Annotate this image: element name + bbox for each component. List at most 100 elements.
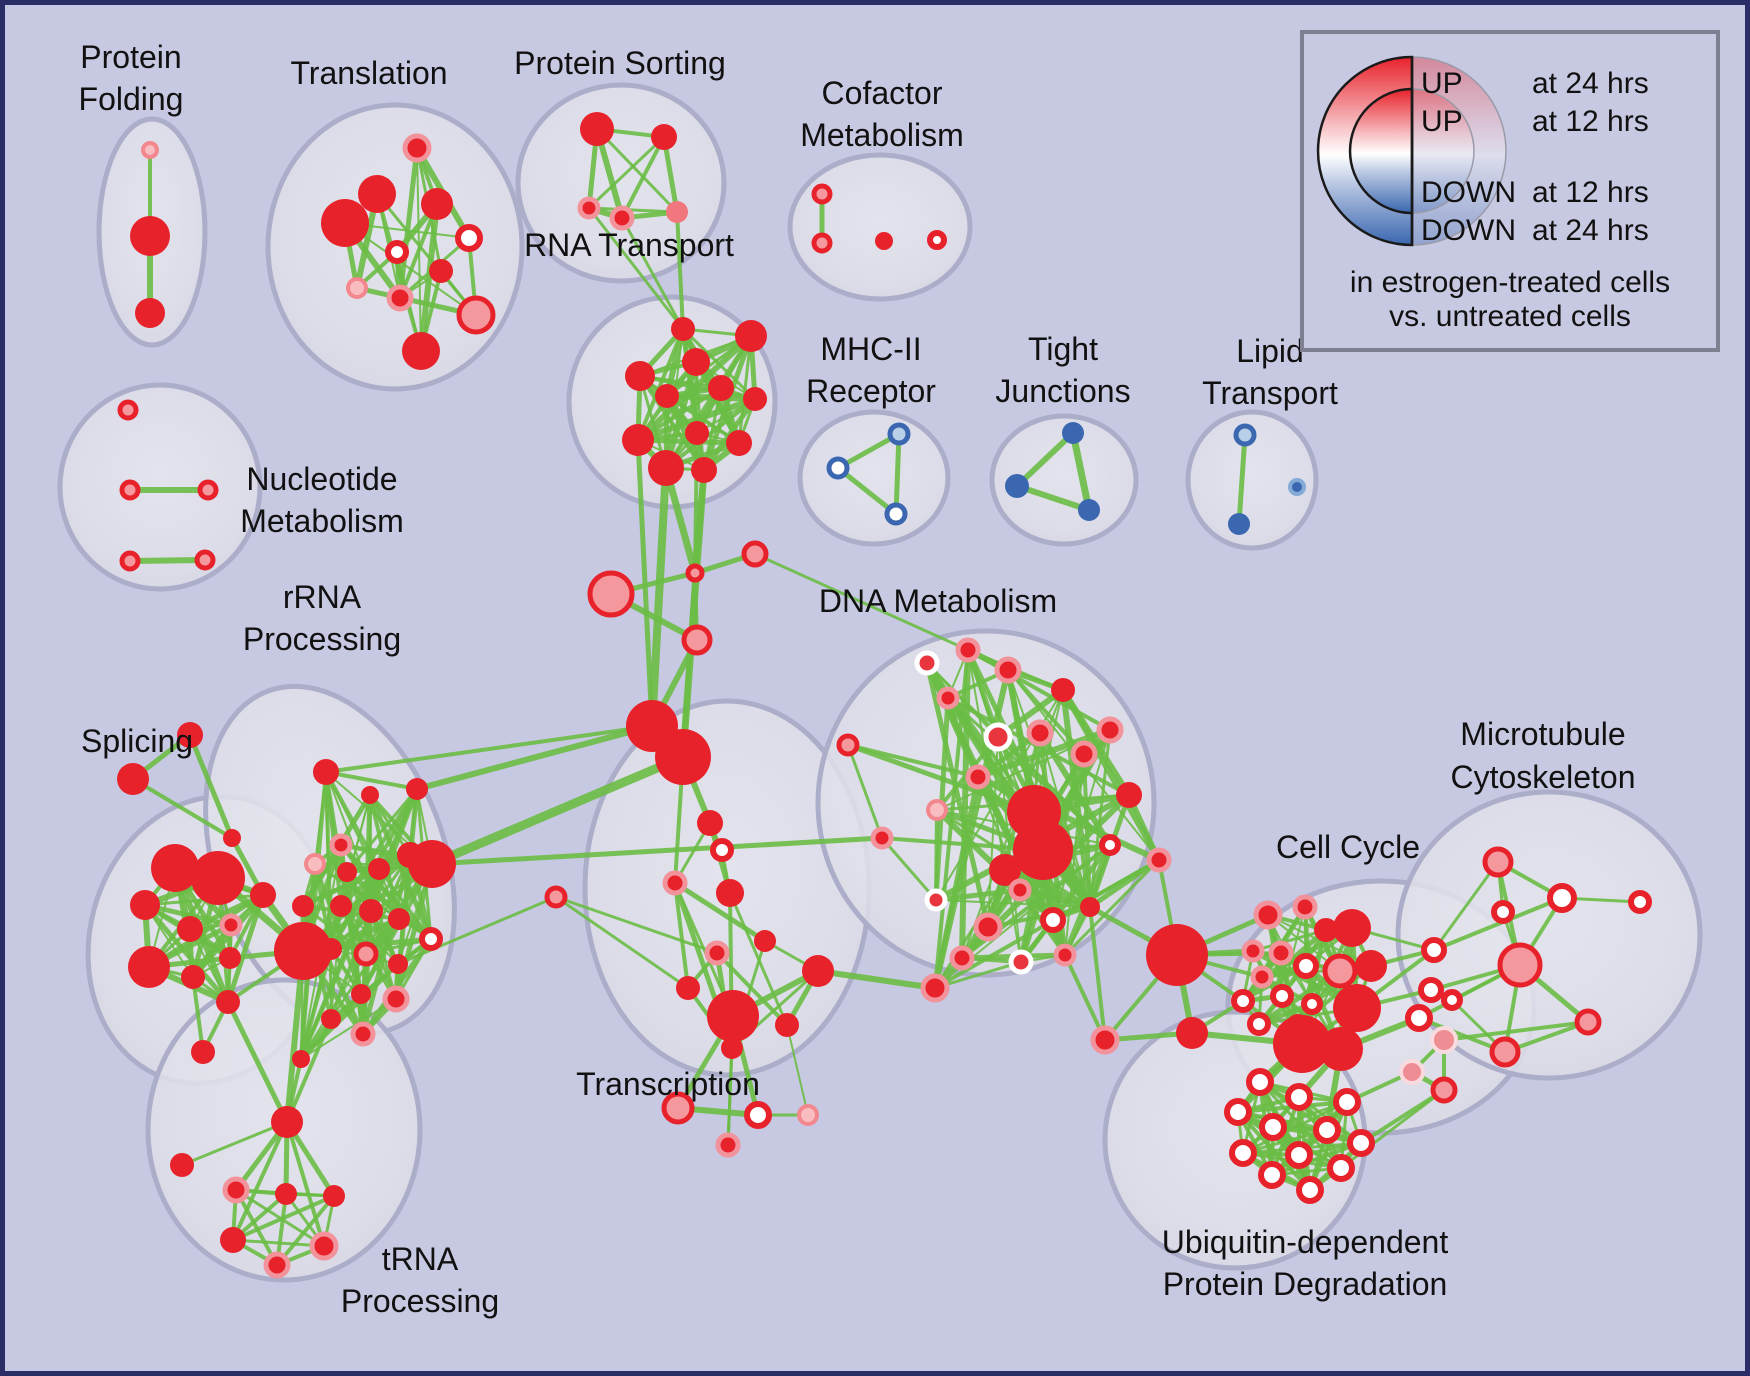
node-c17	[1421, 937, 1447, 963]
edge-connector	[554, 895, 719, 955]
node-r19	[351, 984, 371, 1004]
edge-dna-metabolism	[1063, 953, 1107, 1042]
edge-dna-metabolism	[846, 743, 884, 840]
edge-connector	[815, 968, 938, 991]
node-c19	[1405, 1004, 1433, 1032]
legend-box	[1300, 30, 1720, 352]
node-spt2	[117, 763, 149, 795]
node-trh6	[263, 1251, 291, 1279]
edge-trna-processing	[231, 1238, 326, 1248]
node-d17	[949, 945, 975, 971]
legend-direction-0: UP	[1421, 67, 1463, 100]
edge-splicing	[147, 893, 265, 969]
node-r9	[408, 840, 456, 888]
cluster-ellipse-lipid-transport	[1185, 409, 1319, 551]
node-nm4	[119, 550, 141, 572]
edge-mhc-ii-receptor	[893, 431, 902, 517]
node-spt1	[177, 722, 203, 748]
node-d19	[1053, 943, 1077, 967]
node-d22	[914, 650, 940, 676]
node-cn1	[685, 563, 705, 583]
node-m5	[1441, 989, 1463, 1011]
node-t9	[386, 284, 414, 312]
edge-connector	[554, 895, 690, 990]
edge-connector	[285, 1017, 333, 1124]
cluster-label-trna-processing-line0: tRNA	[382, 1241, 459, 1277]
cluster-label-rna-transport-line0: RNA Transport	[524, 227, 734, 263]
node-c22	[1430, 1076, 1458, 1104]
node-t2	[358, 175, 396, 213]
node-rt2	[735, 320, 767, 352]
edge-dna-metabolism	[846, 743, 980, 779]
edge-dna-metabolism	[935, 899, 1091, 908]
node-cm4	[927, 230, 947, 250]
node-rt1	[671, 317, 695, 341]
node-u3	[1333, 1088, 1361, 1116]
edge-trna-processing	[231, 1120, 289, 1242]
node-lt2	[1228, 513, 1250, 535]
node-r12	[359, 899, 383, 923]
cluster-label-nucleotide-metabolism-line0: Nucleotide	[246, 461, 397, 497]
cluster-label-microtubule-cytoskeleton-line1: Cytoskeleton	[1451, 759, 1636, 795]
node-nm1	[117, 399, 139, 421]
node-m9	[1628, 890, 1652, 914]
node-r3	[406, 778, 428, 800]
node-m3	[1491, 900, 1515, 924]
edge-rrna-processing	[330, 905, 342, 1020]
legend-direction-1: UP	[1421, 105, 1463, 138]
node-tx5	[676, 976, 700, 1000]
node-r16	[353, 941, 379, 967]
edge-transcription	[673, 881, 690, 990]
node-t4	[321, 199, 369, 247]
edge-rrna-processing	[300, 852, 413, 909]
node-rt8	[622, 424, 654, 456]
cluster-label-tight-junctions-line1: Junctions	[995, 373, 1130, 409]
node-ps4	[609, 205, 635, 231]
node-pf2	[130, 216, 170, 256]
node-c12	[1231, 989, 1255, 1013]
edge-transcription	[726, 1046, 734, 1147]
node-d26	[1051, 678, 1075, 702]
edge-dna-metabolism	[1082, 752, 1092, 909]
edge-connector	[187, 732, 235, 841]
edge-rrna-processing	[345, 787, 419, 874]
node-sp10	[216, 990, 240, 1014]
node-u9	[1347, 1129, 1375, 1157]
node-r23	[292, 1050, 310, 1068]
node-c4	[1333, 909, 1371, 947]
node-c5	[1355, 950, 1387, 982]
node-lt1	[1233, 423, 1257, 447]
legend-time-2: at 12 hrs	[1532, 176, 1649, 209]
edge-transcription	[715, 951, 789, 1027]
node-r17	[388, 954, 408, 974]
cluster-label-trna-processing-line1: Processing	[341, 1283, 499, 1319]
node-sp5	[219, 913, 243, 937]
edge-connector	[1432, 860, 1500, 952]
node-ps5	[666, 201, 688, 223]
edge-connector	[427, 752, 688, 869]
legend-time-0: at 24 hrs	[1532, 67, 1649, 100]
node-mh3	[884, 502, 908, 526]
edge-splicing	[191, 975, 205, 1054]
edge-dna-metabolism	[959, 647, 971, 961]
edge-dna-metabolism	[933, 960, 1023, 990]
edge-connector	[396, 895, 558, 966]
node-tx8	[775, 1013, 799, 1037]
node-ccl	[1176, 1017, 1208, 1049]
node-tx2	[716, 879, 744, 907]
edge-transcription	[786, 1024, 809, 1116]
node-m1	[1482, 846, 1514, 878]
cluster-label-rrna-processing-line0: rRNA	[283, 579, 362, 615]
cluster-label-tight-junctions-line0: Tight	[1028, 331, 1098, 367]
cluster-label-ubiquitin-degradation-line0: Ubiquitin-dependent	[1162, 1224, 1449, 1260]
node-mh2	[826, 456, 850, 480]
node-sp2	[191, 851, 245, 905]
node-d18	[1008, 949, 1034, 975]
node-tx11	[744, 1101, 772, 1129]
node-c21	[1399, 1059, 1425, 1085]
node-hub2	[655, 729, 711, 785]
node-tx10	[661, 1091, 695, 1125]
node-r22	[350, 1021, 376, 1047]
node-tj3	[1078, 499, 1100, 521]
node-r1	[313, 759, 339, 785]
